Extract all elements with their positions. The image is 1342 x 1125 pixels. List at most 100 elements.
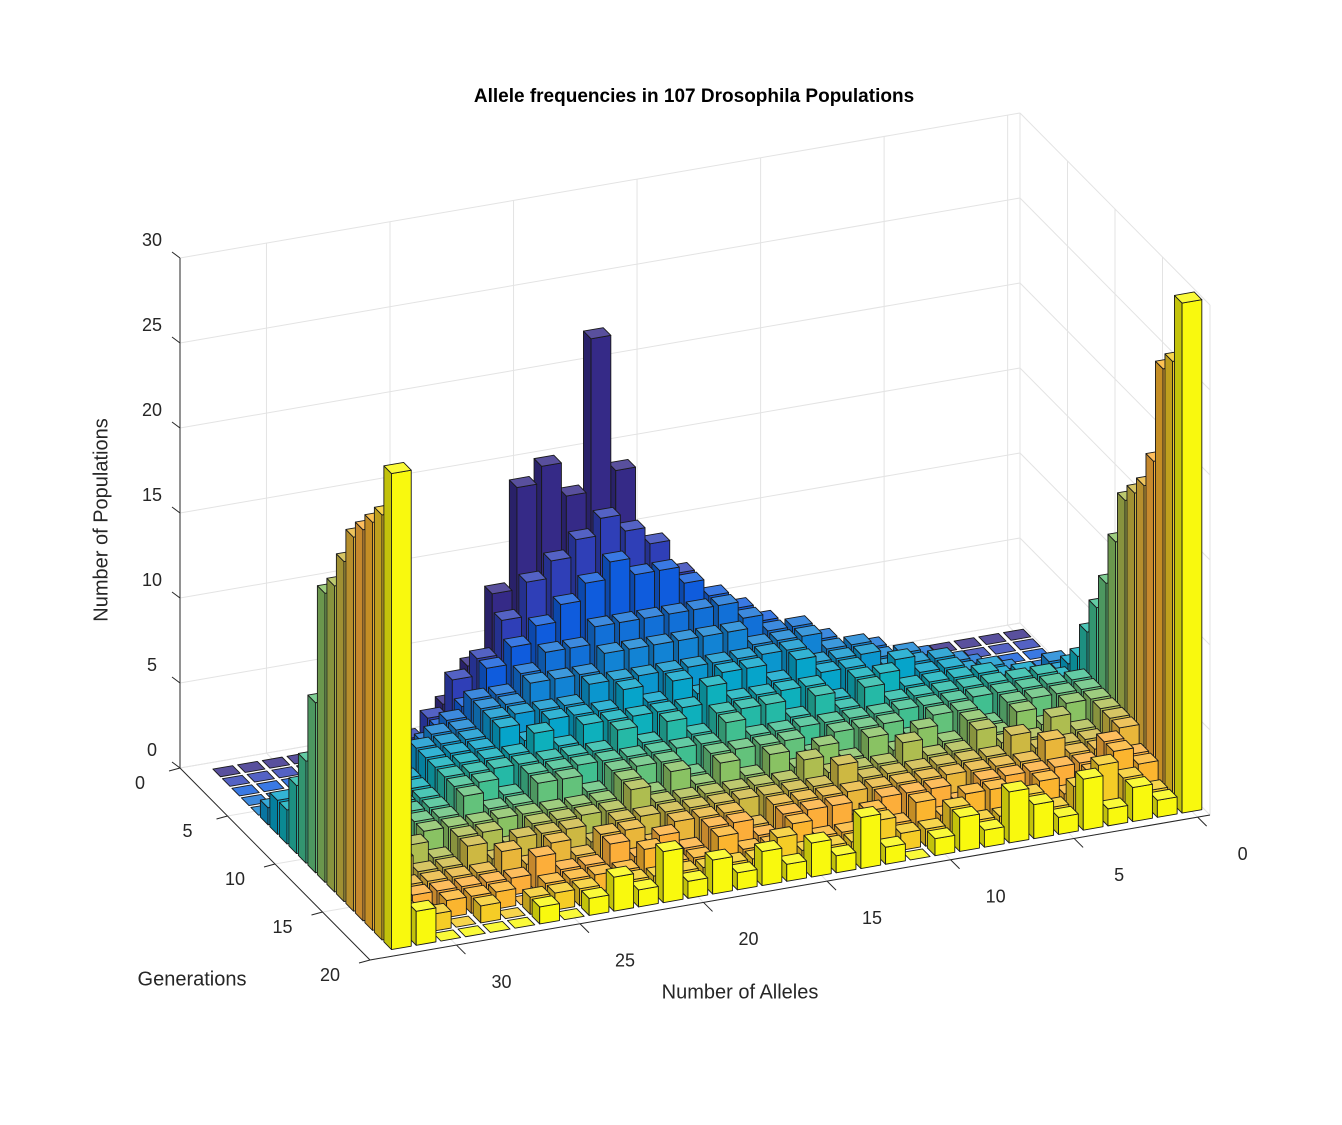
bar-face (611, 611, 640, 624)
bar-face (484, 582, 513, 595)
bar-face (1155, 360, 1164, 795)
bar-face (987, 754, 1017, 767)
bar-face (812, 660, 842, 673)
bar (237, 760, 266, 773)
bar-face (624, 704, 654, 717)
bar-face (583, 327, 612, 340)
bar (448, 915, 477, 928)
bar-face (565, 703, 595, 716)
bar-face (926, 647, 956, 660)
bar-face (563, 794, 593, 807)
bar-face (486, 756, 515, 769)
bar-face (438, 708, 467, 721)
bar-face (221, 774, 251, 787)
bar-face (584, 739, 614, 752)
bar-face (824, 794, 853, 807)
bar-face (442, 741, 471, 754)
bar-face (1073, 678, 1102, 690)
bar-face (522, 885, 551, 898)
bar-face (630, 664, 659, 677)
bar (679, 869, 709, 899)
bar-face (543, 831, 572, 844)
bar-face (1012, 750, 1041, 763)
y-tick-label: 10 (225, 869, 245, 889)
y-tick-label: 5 (182, 821, 192, 841)
bar-face (575, 713, 604, 726)
bar-face (1067, 718, 1096, 731)
bar-face (451, 751, 481, 764)
bar-face (491, 716, 521, 729)
x-tick-label: 20 (739, 929, 759, 949)
bar-face (345, 529, 354, 912)
bar-face (468, 647, 498, 660)
bar-face (558, 484, 587, 497)
bar-face (297, 753, 307, 864)
bar-face (489, 806, 519, 819)
tick-mark (171, 676, 181, 684)
bar-face (482, 920, 511, 933)
bar-face (316, 585, 326, 883)
bar-face (687, 772, 716, 785)
bar (754, 840, 783, 887)
bar-face (668, 736, 697, 749)
bar-face (676, 571, 705, 584)
z-axis-label: Number of Populations (90, 418, 112, 621)
x-tick-label: 5 (1114, 865, 1124, 885)
bar-face (898, 781, 927, 794)
bar-face (527, 614, 557, 627)
bar-face (470, 770, 500, 783)
bar-face (525, 721, 555, 734)
bar-face (440, 815, 469, 828)
bar-face (843, 633, 872, 646)
bar-face (957, 782, 986, 795)
bar-face (799, 798, 828, 811)
bar-face (1105, 739, 1134, 752)
bar-face (417, 746, 446, 759)
bar-face (831, 697, 861, 710)
bar-face (432, 732, 462, 745)
bar-face (615, 678, 644, 691)
bar-face (695, 624, 724, 637)
bar-face (520, 762, 549, 775)
bar-face (335, 553, 345, 902)
bar (926, 827, 956, 857)
bar-face (755, 783, 785, 796)
bar-face (761, 743, 790, 756)
z-tick-label: 5 (147, 655, 157, 675)
bar-face (1031, 769, 1060, 782)
y-tick-label: 15 (272, 917, 292, 937)
bar-face (552, 592, 581, 605)
bar-face (767, 719, 796, 732)
bar (778, 852, 807, 882)
bar-face (510, 752, 540, 765)
bar-face (959, 708, 988, 721)
bar-face (468, 861, 498, 874)
bar-face (590, 699, 619, 712)
bar (556, 908, 585, 921)
bar-face (383, 462, 412, 474)
bar-face (622, 778, 652, 791)
tick-mark (168, 767, 181, 772)
bar-face (562, 636, 591, 649)
bar-face (261, 756, 291, 769)
bar-face (978, 745, 1007, 758)
bar-face (1099, 797, 1129, 810)
tick-mark (358, 959, 371, 964)
bar-face (826, 720, 855, 733)
bar-face (1061, 741, 1091, 754)
bar-face (729, 647, 758, 660)
bar-face (710, 825, 739, 838)
bar-face (1063, 668, 1093, 681)
bar-face (438, 889, 467, 902)
bar-face (465, 811, 494, 824)
bar-face (1025, 793, 1055, 806)
bar-face (890, 698, 920, 711)
bar-face (571, 663, 600, 676)
bar-face (231, 784, 260, 797)
bar (408, 899, 437, 946)
bar-face (307, 694, 316, 874)
bar-face (449, 825, 479, 838)
bar-face (571, 877, 600, 890)
z-tick-label: 10 (142, 570, 162, 590)
bar-face (735, 606, 764, 619)
